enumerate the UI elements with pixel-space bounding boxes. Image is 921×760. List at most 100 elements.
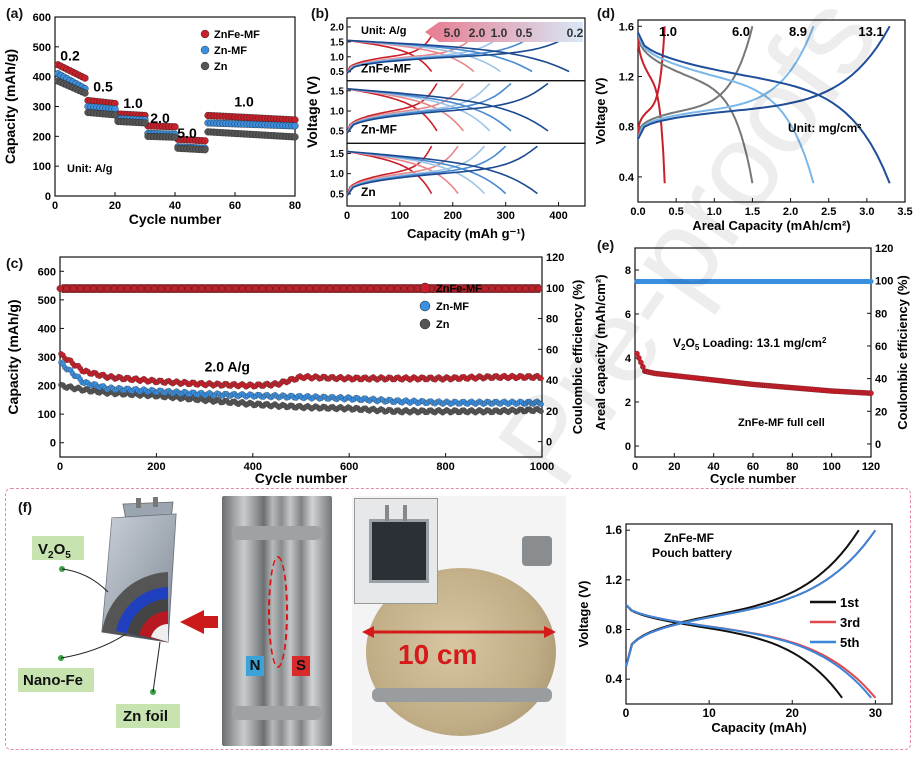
panel-e-chart: (e) 0 20 40 60 80 100 120 0 2 4 6 8 Cycle number Area… xyxy=(593,237,910,485)
y-tick-label: 1.5 xyxy=(330,37,344,48)
charge-curve xyxy=(346,35,433,74)
y-tick-label: 1.6 xyxy=(619,21,634,33)
x-tick-label: 1000 xyxy=(530,461,554,473)
loading-label: 8.9 xyxy=(789,24,807,39)
data-point xyxy=(538,375,544,382)
rate-label: 0.5 xyxy=(516,26,533,40)
panel-a-axes: 0 20 40 60 80 0 100 200 300 400 500 600 Cycle number… xyxy=(2,12,301,227)
panel-a-chart: (a) 0 20 40 60 80 0 100 200 300 400 500 600 Cycle nu… xyxy=(2,5,301,227)
efficiency-point xyxy=(144,285,152,292)
x-tick-label: 0 xyxy=(57,461,63,473)
panel-a-letter: (a) xyxy=(6,5,23,21)
data-point xyxy=(291,122,299,130)
efficiency-point xyxy=(245,285,253,292)
panel-c-chart: (c) 0 200 400 600 800 10000100200300400500600… xyxy=(5,252,585,485)
y-axis-label: Voltage (V) xyxy=(593,78,608,145)
y-axis-label: Areal capacity (mAh/cm²) xyxy=(593,274,608,430)
charge-curve xyxy=(625,529,877,668)
x-tick-label: 200 xyxy=(147,461,165,473)
x-axis-label: Cycle number xyxy=(255,470,348,485)
efficiency-point xyxy=(56,285,64,292)
panel-b-letter: (b) xyxy=(311,5,329,21)
charge-curve xyxy=(346,145,507,197)
x-axis-label: Capacity (mAh g⁻¹) xyxy=(407,226,525,241)
y-tick-label: 500 xyxy=(38,295,56,307)
charge-curve xyxy=(637,26,666,140)
x-tick-label: 0 xyxy=(52,200,58,212)
x-axis-label: Cycle number xyxy=(710,471,796,485)
x-tick-label: 300 xyxy=(496,210,514,222)
loading-note: V2O5 Loading: 13.1 mg/cm2 xyxy=(673,336,827,352)
x-tick-label: 100 xyxy=(391,210,409,222)
data-point xyxy=(141,119,149,127)
nano-fe-label: Nano-Fe xyxy=(18,668,94,692)
charge-curve xyxy=(637,25,891,140)
efficiency-point xyxy=(481,285,489,292)
subplot-label: Zn-MF xyxy=(361,122,397,136)
legend-label: 5th xyxy=(840,635,860,650)
efficiency-point xyxy=(184,285,192,292)
chart-subtitle: Pouch battery xyxy=(652,546,732,560)
capacity-point xyxy=(868,390,874,396)
charge-curve xyxy=(637,26,754,140)
y-tick-label: 600 xyxy=(38,266,56,278)
efficiency-point xyxy=(178,285,185,292)
y-tick-label: 100 xyxy=(33,161,51,173)
y-tick-label: 100 xyxy=(38,409,56,421)
y-tick-label: 0.5 xyxy=(330,189,344,200)
efficiency-point xyxy=(117,285,125,292)
data-point xyxy=(291,133,299,141)
y-axis-label: Capacity (mAh/g) xyxy=(2,49,18,164)
x-tick-label: 120 xyxy=(862,461,880,473)
y2-tick-label: 40 xyxy=(875,374,887,386)
discharge-curve xyxy=(637,32,891,184)
efficiency-point xyxy=(340,285,347,292)
legend-marker xyxy=(419,300,431,312)
size-annotation: 10 cm xyxy=(362,626,556,670)
subplot-label: Zn xyxy=(361,185,376,199)
efficiency-point xyxy=(868,278,874,285)
efficiency-point xyxy=(447,285,455,292)
y-tick-label: 0.8 xyxy=(605,623,622,637)
y-tick-label: 0.5 xyxy=(330,67,344,78)
charge-curve xyxy=(346,83,438,134)
x-tick-label: 0.5 xyxy=(668,206,683,218)
discharge-curve xyxy=(637,32,815,184)
y-axis-label: Voltage (V) xyxy=(576,581,591,648)
efficiency-point xyxy=(319,285,327,292)
efficiency-point xyxy=(97,285,104,292)
y-axis-label: Capacity (mAh/g) xyxy=(5,299,21,414)
efficiency-point xyxy=(393,285,401,292)
subplot-label: ZnFe-MF xyxy=(361,62,411,76)
efficiency-point xyxy=(70,285,77,292)
efficiency-point xyxy=(124,285,131,292)
x-tick-label: 200 xyxy=(444,210,462,222)
inset-photo xyxy=(354,498,438,604)
legend-marker xyxy=(419,318,431,330)
loading-label: 1.0 xyxy=(659,24,677,39)
data-point xyxy=(81,74,89,82)
legend-label: Zn xyxy=(214,61,228,73)
svg-text:Nano-Fe: Nano-Fe xyxy=(23,672,83,689)
rate-label: 5.0 xyxy=(444,26,461,40)
charge-curve xyxy=(346,145,538,197)
y-tick-label: 0 xyxy=(625,441,631,453)
legend-label: 3rd xyxy=(840,615,860,630)
x-axis-label: Areal Capacity (mAh/cm²) xyxy=(692,218,850,233)
x-tick-label: 40 xyxy=(708,461,720,473)
y2-tick-label: 80 xyxy=(875,308,887,320)
efficiency-point xyxy=(191,285,199,292)
efficiency-point xyxy=(103,285,111,292)
discharge-curve xyxy=(346,150,538,195)
x-axis-label: Cycle number xyxy=(129,211,222,227)
rate-label: 0.2 xyxy=(567,26,584,40)
y2-tick-label: 60 xyxy=(546,344,558,356)
y-tick-label: 1.0 xyxy=(330,106,344,117)
efficiency-point xyxy=(238,285,246,292)
efficiency-point xyxy=(441,285,449,292)
x-tick-label: 0.0 xyxy=(630,206,645,218)
legend-label: ZnFe-MF xyxy=(436,283,482,295)
efficiency-point xyxy=(515,285,523,292)
panel-c-axes: 0 200 400 600 800 10000100200300400500600Cycl… xyxy=(5,256,554,485)
rate-label: 0.2 xyxy=(60,47,80,63)
